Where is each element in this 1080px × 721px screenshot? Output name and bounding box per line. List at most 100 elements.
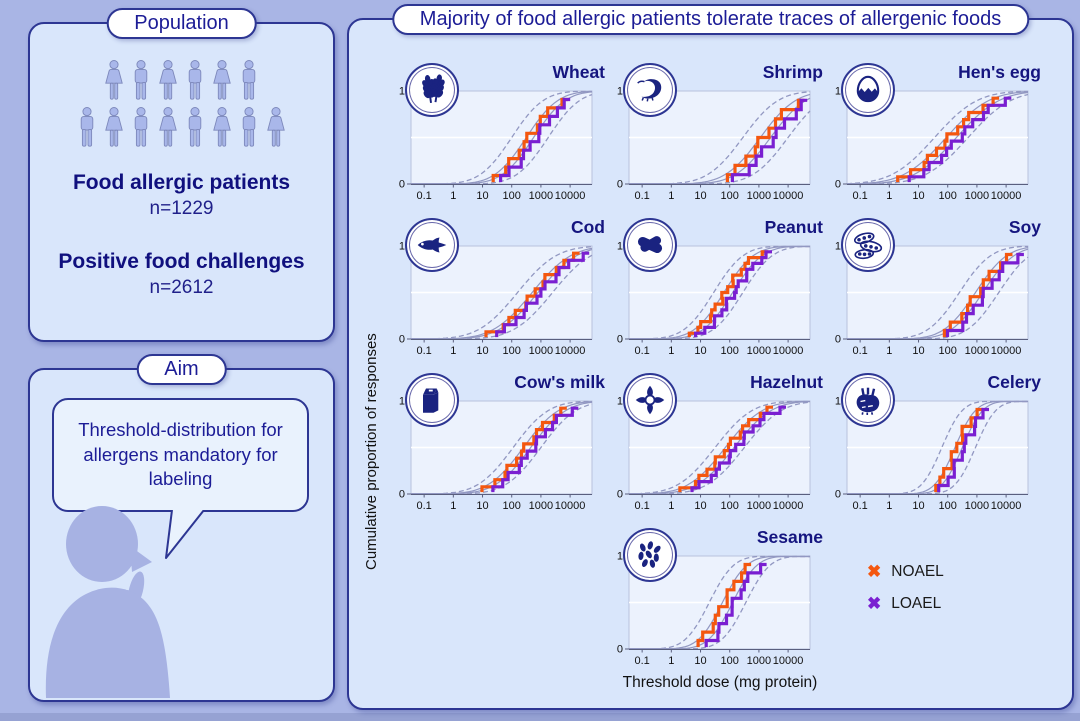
svg-text:1000: 1000 — [747, 500, 771, 512]
svg-text:10: 10 — [476, 190, 488, 202]
svg-text:0.1: 0.1 — [634, 190, 649, 202]
svg-text:1: 1 — [450, 190, 456, 202]
chart-peanut: Peanut 0.1 1 10 100 1000 10000 0 1 — [613, 215, 831, 370]
aim-panel-title: Aim — [136, 354, 227, 385]
svg-text:1000: 1000 — [529, 500, 553, 512]
svg-text:100: 100 — [503, 500, 521, 512]
x-axis-label: Threshold dose (mg protein) — [622, 674, 818, 691]
svg-text:0: 0 — [399, 489, 405, 501]
svg-text:1: 1 — [617, 241, 623, 253]
svg-text:0: 0 — [399, 179, 405, 191]
svg-text:10000: 10000 — [555, 500, 586, 512]
noael-x-marker-icon: ✖ — [867, 562, 882, 581]
svg-text:1: 1 — [617, 86, 623, 98]
population-panel: Population Food allergic patients n=12 — [28, 8, 335, 342]
soy-icon — [841, 218, 895, 272]
population-panel-title: Population — [106, 8, 257, 39]
male-pictogram-icon — [242, 107, 256, 147]
svg-text:1: 1 — [668, 500, 674, 512]
loael-step-curve — [937, 407, 989, 493]
speech-bubble-tail — [165, 510, 205, 559]
results-panel: Majority of food allergic patients toler… — [347, 4, 1074, 710]
female-pictogram-icon — [105, 107, 123, 147]
svg-text:0.1: 0.1 — [416, 190, 431, 202]
female-pictogram-icon — [105, 60, 123, 100]
svg-text:100: 100 — [721, 655, 739, 667]
wheat-icon — [405, 63, 459, 117]
chart-title: Peanut — [764, 217, 823, 237]
noael-step-curve — [725, 98, 805, 183]
svg-text:1: 1 — [886, 345, 892, 357]
svg-text:10000: 10000 — [991, 500, 1022, 512]
y-axis-label: Cumulative proportion of responses — [363, 333, 380, 570]
loael-x-marker-icon: ✖ — [867, 594, 882, 613]
svg-text:100: 100 — [721, 345, 739, 357]
patients-stat-value: n=1229 — [149, 198, 214, 219]
chart-cod: Cod 0.1 1 10 100 1000 10000 0 1 — [395, 215, 613, 370]
male-pictogram-icon — [134, 107, 148, 147]
shrimp-icon — [623, 63, 677, 117]
svg-text:0.1: 0.1 — [416, 500, 431, 512]
results-panel-title: Majority of food allergic patients toler… — [391, 4, 1030, 35]
chart-title: Celery — [987, 372, 1041, 392]
loael-step-curve — [694, 250, 772, 338]
chart-title: Cod — [570, 217, 605, 237]
chart-plot: 0.1 1 10 100 1000 10000 0 1 — [399, 396, 593, 512]
svg-text:10000: 10000 — [773, 655, 804, 667]
pictogram-row — [103, 60, 260, 100]
svg-text:10000: 10000 — [773, 190, 804, 202]
svg-text:0: 0 — [835, 334, 841, 346]
svg-text:1: 1 — [450, 500, 456, 512]
noael-legend-label: NOAEL — [891, 563, 944, 580]
chart-cow-s-milk: Cow's milk 0.1 1 10 100 1000 10000 0 1 — [395, 370, 613, 525]
challenges-stat: Positive food challenges n=2612 — [30, 250, 333, 299]
loael-step-curve — [499, 97, 571, 183]
chart-title: Hen's egg — [958, 62, 1041, 82]
svg-text:0.1: 0.1 — [634, 500, 649, 512]
svg-text:100: 100 — [503, 345, 521, 357]
chart-title: Sesame — [756, 527, 823, 547]
svg-text:1: 1 — [886, 500, 892, 512]
male-pictogram-icon — [134, 60, 148, 100]
pictogram-row — [76, 107, 287, 147]
egg-icon — [841, 63, 895, 117]
loael-step-curve — [907, 96, 1012, 183]
chart-legend: ✖ NOAEL ✖ LOAEL — [867, 562, 944, 626]
svg-text:10000: 10000 — [773, 500, 804, 512]
svg-text:10: 10 — [694, 500, 706, 512]
svg-text:1: 1 — [399, 86, 405, 98]
svg-text:1: 1 — [835, 241, 841, 253]
noael-step-curve — [491, 97, 568, 183]
svg-text:10: 10 — [694, 655, 706, 667]
svg-text:100: 100 — [939, 500, 957, 512]
svg-text:10: 10 — [912, 500, 924, 512]
svg-text:10: 10 — [912, 345, 924, 357]
milk-icon — [405, 373, 459, 427]
chart-hen-s-egg: Hen's egg 0.1 1 10 100 1000 10000 0 1 — [831, 60, 1049, 215]
svg-text:10000: 10000 — [555, 345, 586, 357]
svg-text:1000: 1000 — [529, 190, 553, 202]
svg-text:1000: 1000 — [965, 345, 989, 357]
svg-text:0.1: 0.1 — [852, 345, 867, 357]
chart-hazelnut: Hazelnut 0.1 1 10 100 1000 10000 0 1 — [613, 370, 831, 525]
svg-text:10000: 10000 — [773, 345, 804, 357]
legend-noael: ✖ NOAEL — [867, 562, 944, 582]
svg-text:1: 1 — [617, 396, 623, 408]
female-pictogram-icon — [213, 107, 231, 147]
noael-step-curve — [678, 405, 773, 493]
male-pictogram-icon — [188, 60, 202, 100]
svg-text:0: 0 — [617, 644, 623, 656]
chart-plot: 0.1 1 10 100 1000 10000 0 1 — [399, 241, 593, 357]
loael-step-curve — [704, 562, 767, 648]
patients-stat: Food allergic patients n=1229 — [30, 171, 333, 220]
legend-loael: ✖ LOAEL — [867, 594, 944, 614]
patient-pictogram-group — [30, 60, 333, 147]
svg-text:1: 1 — [617, 551, 623, 563]
chart-plot: 0.1 1 10 100 1000 10000 0 1 — [835, 396, 1029, 512]
svg-text:0: 0 — [399, 334, 405, 346]
loael-step-curve — [730, 98, 808, 183]
chart-grid: Wheat 0.1 1 10 100 1000 10000 0 1 Shrimp 0.1 1 10 1… — [395, 60, 1049, 680]
loael-step-curve — [945, 252, 1024, 338]
svg-text:1000: 1000 — [747, 655, 771, 667]
